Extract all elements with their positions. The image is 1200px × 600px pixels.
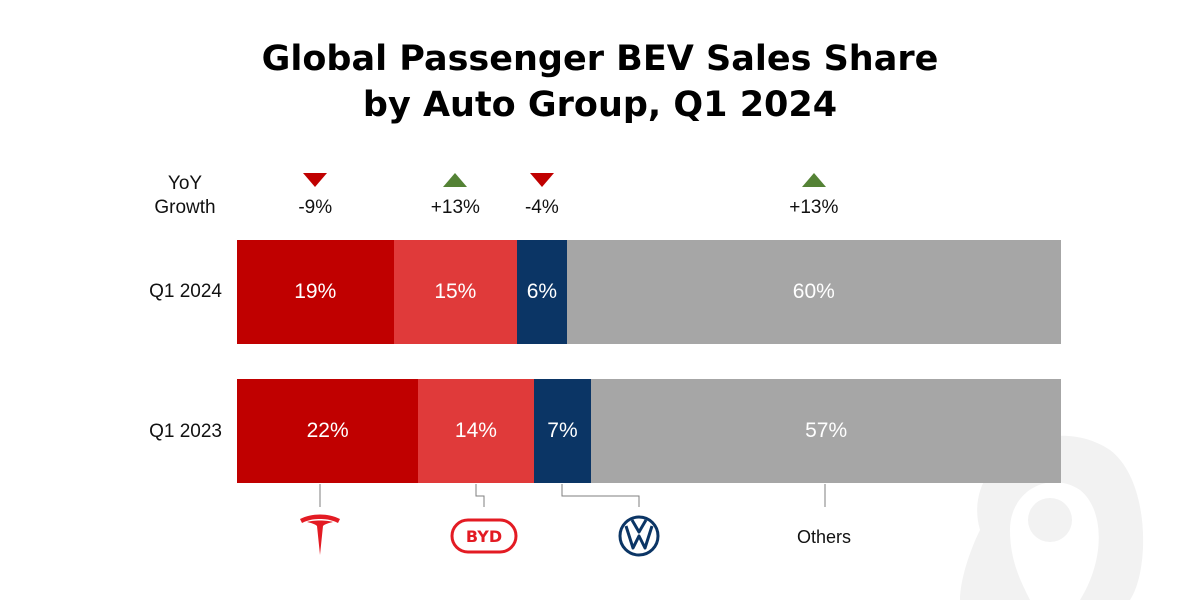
- bar-segment-volkswagen-q1-2023: 7%: [533, 379, 592, 483]
- others-label: Others: [796, 527, 852, 547]
- chart-title-line-2: by Auto Group, Q1 2024: [362, 85, 838, 125]
- yoy-label-line-2: Growth: [154, 197, 216, 218]
- bar-segment-tesla-q1-2024: 19%: [237, 240, 394, 344]
- row-label-q1-2024: Q1 2024: [149, 281, 222, 302]
- yoy-indicator-byd: +13%: [410, 173, 500, 219]
- triangle-down-icon: [529, 173, 554, 187]
- data-label-byd-q1-2024: 15%: [434, 280, 477, 303]
- bar-segment-others-q1-2024: 60%: [566, 240, 1061, 344]
- data-label-others-q1-2023: 57%: [805, 419, 848, 442]
- byd-logo-icon: BYD: [450, 518, 518, 554]
- data-label-tesla-q1-2024: 19%: [294, 280, 337, 303]
- connector-byd: [475, 484, 485, 507]
- bar-row-q1-2024: 19% 15% 6% 60%: [237, 240, 1061, 344]
- yoy-indicator-others: +13%: [769, 173, 859, 219]
- bar-segment-byd-q1-2024: 15%: [393, 240, 518, 344]
- triangle-up-icon: [801, 173, 826, 187]
- bar-segment-volkswagen-q1-2024: 6%: [517, 240, 567, 344]
- data-label-byd-q1-2023: 14%: [454, 419, 497, 442]
- chart-title: Global Passenger BEV Sales Share by Auto…: [0, 36, 1200, 128]
- yoy-indicator-tesla: -9%: [270, 173, 360, 219]
- yoy-value-byd: +13%: [430, 197, 480, 218]
- bar-row-q1-2023: 22% 14% 7% 57%: [237, 379, 1061, 483]
- bar-segment-others-q1-2023: 57%: [591, 379, 1061, 483]
- bar-segment-tesla-q1-2023: 22%: [237, 379, 419, 483]
- yoy-value-tesla: -9%: [298, 197, 333, 218]
- data-label-tesla-q1-2023: 22%: [306, 419, 349, 442]
- bar-segment-byd-q1-2023: 14%: [418, 379, 534, 483]
- data-label-volkswagen-q1-2023: 7%: [547, 419, 578, 442]
- row-label-q1-2023: Q1 2023: [149, 421, 222, 442]
- yoy-value-others: +13%: [789, 197, 839, 218]
- yoy-indicator-volkswagen: -4%: [497, 173, 587, 219]
- svg-text:BYD: BYD: [466, 527, 502, 546]
- data-label-others-q1-2024: 60%: [792, 280, 835, 303]
- data-label-volkswagen-q1-2024: 6%: [526, 280, 558, 303]
- yoy-value-volkswagen: -4%: [524, 197, 559, 218]
- connector-volkswagen: [561, 484, 640, 507]
- chart-title-line-1: Global Passenger BEV Sales Share: [261, 39, 939, 79]
- yoy-label-line-1: YoY: [167, 173, 203, 194]
- triangle-up-icon: [443, 173, 468, 187]
- triangle-down-icon: [303, 173, 328, 187]
- tesla-logo-icon: [300, 514, 340, 555]
- volkswagen-logo-icon: [618, 515, 660, 557]
- yoy-growth-label: YoY Growth: [120, 172, 250, 220]
